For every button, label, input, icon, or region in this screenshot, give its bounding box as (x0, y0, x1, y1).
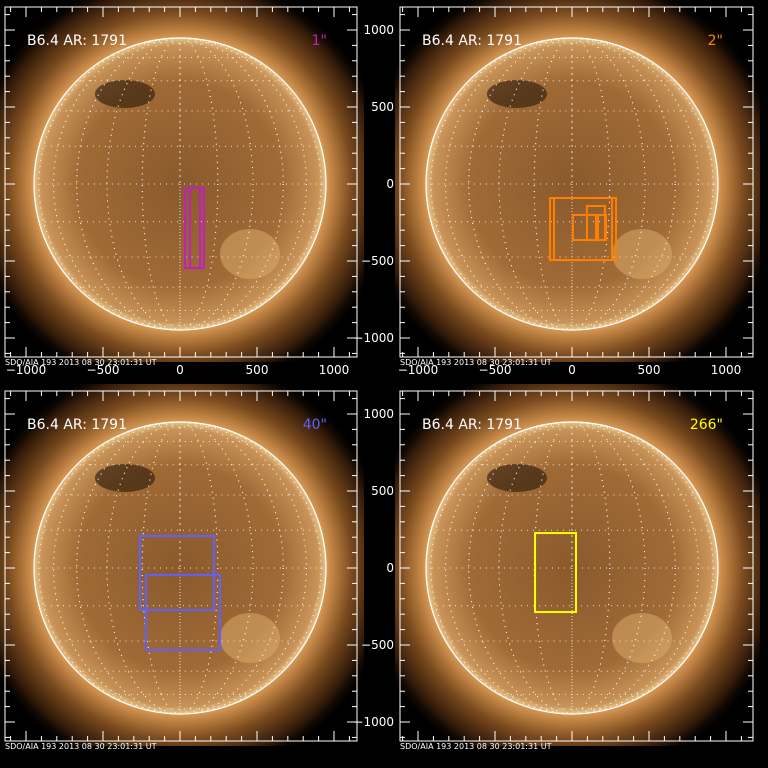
meridian-line (430, 421, 714, 715)
coronal-hole (95, 464, 155, 492)
meridian-line (498, 421, 646, 715)
plot-frame (4, 390, 358, 742)
panel-4: 1000 500 0 −500 −1000 B6.4 AR: 1791 266" SDO/AI… (353, 384, 760, 751)
resolution-label: 266" (690, 417, 723, 433)
y-tick-label: 500 (371, 484, 394, 498)
y-tick-label: 1000 (363, 23, 394, 37)
y-tick-label: −1000 (353, 715, 394, 729)
active-region (220, 229, 280, 279)
y-tick-label: 0 (386, 177, 394, 191)
y-tick-label: −1000 (353, 331, 394, 345)
panel-1: −1000 −500 0 500 1000 B6.4 AR: 1791 1" SDO/AIA … (0, 0, 364, 377)
sun-image (0, 0, 364, 362)
overlay-box (571, 213, 600, 242)
x-tick-label: 0 (176, 363, 184, 377)
plot-frame (4, 6, 358, 358)
overlay-box (552, 197, 614, 262)
meridian-line (141, 421, 219, 715)
resolution-label: 40" (303, 417, 327, 433)
coronal-hole (487, 464, 547, 492)
meridian-line (533, 421, 611, 715)
plot-frame (399, 390, 754, 742)
panel-3: B6.4 AR: 1791 40" SDO/AIA 193 2013 08 30 2… (0, 384, 364, 751)
overlay-box (189, 187, 205, 269)
meridian-line (76, 421, 284, 715)
x-tick-label: 500 (246, 363, 269, 377)
limb-circle (425, 37, 719, 331)
meridian-line (141, 37, 219, 331)
limb-circle (33, 37, 327, 331)
panel-title: B6.4 AR: 1791 (27, 417, 127, 433)
overlay-box (144, 573, 222, 651)
footer-label: SDO/AIA 193 2013 08 30 23:01:31 UT (5, 742, 157, 751)
y-tick-label: 0 (386, 561, 394, 575)
overlay-box (534, 532, 578, 614)
coronal-hole (95, 80, 155, 108)
resolution-label: 1" (312, 33, 327, 49)
y-tick-label: 1000 (363, 407, 394, 421)
meridian-line (498, 37, 646, 331)
limb-circle (425, 421, 719, 715)
meridian-line (468, 37, 676, 331)
footer-label: SDO/AIA 193 2013 08 30 23:01:31 UT (400, 358, 552, 367)
panel-title: B6.4 AR: 1791 (27, 33, 127, 49)
active-region (612, 229, 672, 279)
plot-frame (399, 6, 754, 358)
panel-title: B6.4 AR: 1791 (422, 417, 522, 433)
y-tick-label: −500 (361, 638, 394, 652)
panel-title: B6.4 AR: 1791 (422, 33, 522, 49)
footer-label: SDO/AIA 193 2013 08 30 23:01:31 UT (400, 742, 552, 751)
meridian-line (38, 421, 322, 715)
y-tick-label: 500 (371, 100, 394, 114)
meridian-line (76, 37, 284, 331)
x-tick-label: 1000 (711, 363, 742, 377)
meridian-line (106, 37, 254, 331)
x-tick-label: 0 (568, 363, 576, 377)
meridian-line (533, 37, 611, 331)
x-tick-label: 500 (638, 363, 661, 377)
x-tick-label: −500 (479, 363, 512, 377)
sun-image (395, 384, 760, 746)
meridian-line (468, 421, 676, 715)
meridian-line (430, 37, 714, 331)
resolution-label: 2" (708, 33, 723, 49)
overlay-box (595, 213, 608, 242)
y-tick-label: −500 (361, 254, 394, 268)
x-tick-label: −1000 (6, 363, 47, 377)
meridian-line (106, 421, 254, 715)
active-region (220, 613, 280, 663)
meridian-line (38, 37, 322, 331)
active-region (612, 613, 672, 663)
footer-label: SDO/AIA 193 2013 08 30 23:01:31 UT (5, 358, 157, 367)
panel-2: −1000 −500 0 500 1000 1000 500 0 −500 −1000 B6.4 A… (353, 0, 760, 377)
sun-image (0, 384, 364, 746)
overlay-box (138, 534, 215, 612)
x-tick-label: 1000 (319, 363, 350, 377)
sun-image (395, 0, 760, 362)
limb-circle (33, 421, 327, 715)
x-tick-label: −1000 (398, 363, 439, 377)
coronal-hole (487, 80, 547, 108)
x-tick-label: −500 (87, 363, 120, 377)
